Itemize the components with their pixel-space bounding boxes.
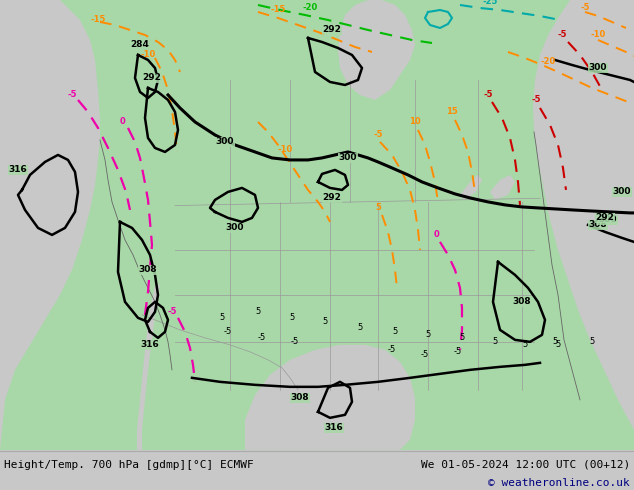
Polygon shape bbox=[443, 385, 472, 450]
Text: -5: -5 bbox=[421, 350, 429, 359]
Text: 308: 308 bbox=[513, 297, 531, 306]
Text: 292: 292 bbox=[323, 194, 342, 202]
Text: 5: 5 bbox=[358, 323, 363, 332]
Text: -15: -15 bbox=[90, 16, 106, 24]
Text: 316: 316 bbox=[325, 423, 344, 432]
Text: -10: -10 bbox=[278, 146, 293, 154]
Polygon shape bbox=[245, 345, 415, 450]
Text: -5: -5 bbox=[483, 91, 493, 99]
Text: -5: -5 bbox=[224, 327, 232, 336]
Text: 300: 300 bbox=[598, 216, 618, 224]
Text: -5: -5 bbox=[454, 347, 462, 356]
Text: 300: 300 bbox=[612, 187, 631, 196]
Text: 0: 0 bbox=[433, 230, 439, 240]
Polygon shape bbox=[338, 0, 415, 100]
Text: -10: -10 bbox=[140, 50, 155, 59]
Text: 292: 292 bbox=[595, 214, 614, 222]
Text: -5: -5 bbox=[388, 345, 396, 354]
Text: -15: -15 bbox=[270, 5, 286, 15]
Polygon shape bbox=[0, 0, 634, 450]
Text: 5: 5 bbox=[375, 203, 381, 213]
Polygon shape bbox=[0, 0, 100, 450]
Text: 5: 5 bbox=[256, 307, 261, 317]
Text: -5: -5 bbox=[67, 91, 77, 99]
Text: 300: 300 bbox=[216, 137, 234, 147]
Text: 316: 316 bbox=[141, 341, 159, 349]
Text: 5: 5 bbox=[555, 341, 560, 349]
Text: 5: 5 bbox=[590, 337, 595, 346]
Text: 5: 5 bbox=[322, 318, 328, 326]
Text: 15: 15 bbox=[446, 107, 458, 117]
Text: We 01-05-2024 12:00 UTC (00+12): We 01-05-2024 12:00 UTC (00+12) bbox=[421, 460, 630, 470]
Text: -20: -20 bbox=[302, 3, 318, 13]
Text: 5: 5 bbox=[522, 341, 527, 349]
Text: 5: 5 bbox=[552, 337, 558, 346]
Text: 316: 316 bbox=[9, 166, 27, 174]
Text: -20: -20 bbox=[540, 57, 555, 67]
Polygon shape bbox=[490, 175, 515, 200]
Text: -5: -5 bbox=[580, 3, 590, 13]
Text: 5: 5 bbox=[460, 333, 465, 343]
Text: 308: 308 bbox=[290, 393, 309, 402]
Text: 308: 308 bbox=[589, 220, 607, 229]
Text: 5: 5 bbox=[493, 337, 498, 346]
Text: 5: 5 bbox=[289, 314, 295, 322]
Text: 300: 300 bbox=[226, 223, 244, 232]
Text: -5: -5 bbox=[557, 30, 567, 40]
Text: -5: -5 bbox=[167, 307, 177, 317]
Text: 5: 5 bbox=[219, 314, 224, 322]
Text: -5: -5 bbox=[373, 130, 383, 140]
Text: 5: 5 bbox=[425, 330, 430, 340]
Text: -10: -10 bbox=[590, 30, 605, 40]
Text: -5: -5 bbox=[531, 96, 541, 104]
Text: © weatheronline.co.uk: © weatheronline.co.uk bbox=[488, 478, 630, 488]
Text: 0: 0 bbox=[119, 118, 125, 126]
Text: 5: 5 bbox=[392, 327, 398, 336]
Text: 10: 10 bbox=[409, 118, 421, 126]
Text: 292: 292 bbox=[323, 25, 342, 34]
Text: 300: 300 bbox=[339, 153, 357, 163]
Text: -5: -5 bbox=[291, 337, 299, 346]
Text: -5: -5 bbox=[258, 333, 266, 343]
Text: 284: 284 bbox=[131, 41, 150, 49]
Text: -25: -25 bbox=[482, 0, 498, 6]
Text: 300: 300 bbox=[589, 64, 607, 73]
Text: 292: 292 bbox=[143, 74, 162, 82]
Polygon shape bbox=[533, 0, 634, 450]
Polygon shape bbox=[460, 175, 482, 200]
Text: 308: 308 bbox=[139, 266, 157, 274]
Text: Height/Temp. 700 hPa [gdmp][°C] ECMWF: Height/Temp. 700 hPa [gdmp][°C] ECMWF bbox=[4, 460, 254, 470]
Polygon shape bbox=[137, 285, 160, 450]
